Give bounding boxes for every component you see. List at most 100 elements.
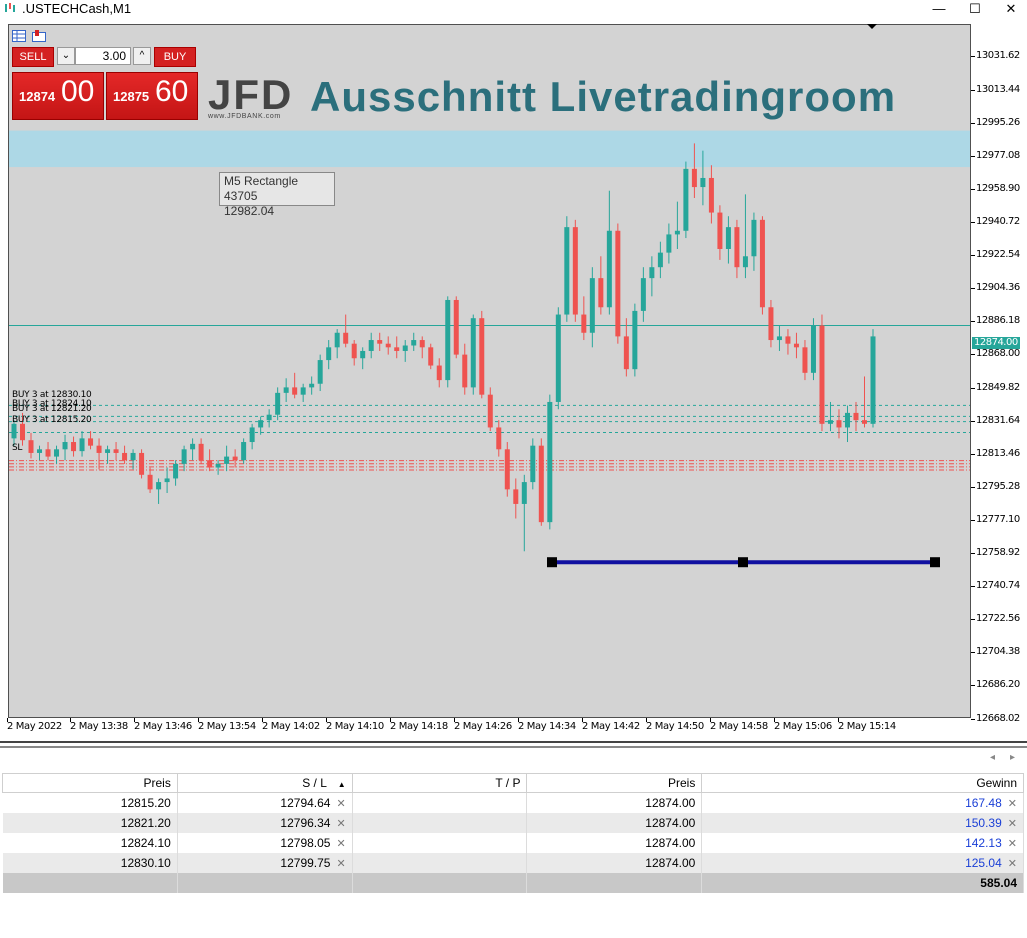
scroll-left-icon[interactable]: ◂: [990, 752, 996, 763]
line-anchor-handle[interactable]: [547, 557, 557, 568]
scroll-right-icon[interactable]: ▸: [1010, 752, 1016, 763]
y-axis-tick: [971, 122, 975, 124]
y-axis-tick: [971, 321, 975, 323]
take-profit-cell[interactable]: [352, 792, 528, 813]
table-row[interactable]: 12815.20 12794.64 ✕ 12874.00 167.48 ✕: [2, 792, 1024, 813]
stop-loss-cell[interactable]: 12794.64 ✕: [177, 792, 353, 813]
maximize-button[interactable]: ☐: [969, 1, 981, 16]
candle-body: [309, 383, 315, 388]
resistance-zone-rectangle[interactable]: [9, 130, 970, 168]
sell-price-minor: 00: [61, 75, 95, 108]
remove-sl-icon[interactable]: ✕: [336, 857, 346, 870]
candlestick-chart[interactable]: [0, 18, 1027, 740]
stop-loss-label[interactable]: SL: [12, 443, 23, 453]
remove-sl-icon[interactable]: ✕: [336, 817, 346, 830]
candle-body: [326, 347, 332, 361]
candle-body: [793, 343, 799, 348]
buy-button[interactable]: BUY: [154, 47, 196, 67]
x-axis-tick: [262, 718, 263, 722]
candle-body: [96, 445, 102, 453]
candle-body: [700, 177, 706, 188]
buy-price-minor: 60: [155, 75, 189, 108]
lot-size-input[interactable]: 3.00: [75, 47, 131, 65]
order-label[interactable]: BUY 3 at 12815.20: [12, 415, 92, 425]
col-open-price[interactable]: Preis: [2, 773, 178, 793]
table-row[interactable]: 12830.10 12799.75 ✕ 12874.00 125.04 ✕: [2, 852, 1024, 873]
close-position-icon[interactable]: ✕: [1007, 837, 1017, 850]
remove-sl-icon[interactable]: ✕: [336, 837, 346, 850]
horizontal-scrollbar[interactable]: ◂ ▸: [0, 750, 1027, 768]
order-label[interactable]: BUY 3 at 12830.10: [12, 390, 92, 400]
profit-cell: 142.13 ✕: [701, 832, 1024, 853]
y-axis-label: 12758.92: [976, 547, 1020, 559]
y-axis-tick: [971, 288, 975, 290]
candle-body: [640, 278, 646, 311]
panel-divider-line: [0, 746, 1027, 748]
y-axis-label: 13031.62: [976, 50, 1020, 62]
order-label[interactable]: BUY 3 at 12824.10: [12, 399, 92, 409]
panel-divider[interactable]: [0, 741, 1027, 744]
lot-decrease-button[interactable]: ⌄: [57, 47, 75, 65]
close-position-icon[interactable]: ✕: [1007, 817, 1017, 830]
open-price-cell: 12824.10: [2, 832, 178, 853]
table-icon[interactable]: [12, 30, 26, 42]
candle-body: [487, 394, 493, 428]
table-row[interactable]: 12821.20 12796.34 ✕ 12874.00 150.39 ✕: [2, 812, 1024, 833]
close-position-icon[interactable]: ✕: [1007, 797, 1017, 810]
y-axis-tick: [971, 89, 975, 91]
take-profit-cell[interactable]: [352, 852, 528, 873]
take-profit-cell[interactable]: [352, 832, 528, 853]
chart-settings-icon[interactable]: [32, 30, 46, 42]
close-button[interactable]: ✕: [1005, 1, 1017, 16]
y-axis-tick: [971, 453, 975, 455]
x-axis-tick: [710, 718, 711, 722]
stop-loss-cell[interactable]: 12799.75 ✕: [177, 852, 353, 873]
minimize-button[interactable]: —: [932, 1, 946, 16]
take-profit-cell[interactable]: [352, 812, 528, 833]
y-axis-label: 12777.10: [976, 513, 1020, 525]
window-title: .USTECHCash,M1: [22, 1, 132, 16]
candle-body: [419, 340, 425, 348]
sell-button[interactable]: SELL: [12, 47, 54, 67]
sell-price-button[interactable]: 12874 00: [12, 72, 104, 120]
buy-price-button[interactable]: 12875 60: [106, 72, 198, 120]
headline-text: Ausschnitt Livetradingroom: [310, 73, 897, 120]
candle-body: [62, 442, 68, 450]
col-current-price[interactable]: Preis: [526, 773, 703, 793]
current-price-cell: 12874.00: [526, 792, 703, 813]
candle-body: [139, 452, 145, 475]
order-label[interactable]: BUY 3 at 12821.20: [12, 404, 92, 414]
lot-increase-button[interactable]: ^: [133, 47, 151, 65]
col-take-profit[interactable]: T / P: [351, 773, 528, 793]
col-stop-loss[interactable]: S / L ▲: [176, 773, 353, 793]
open-price-cell: 12815.20: [2, 792, 178, 813]
y-axis-tick: [971, 188, 975, 190]
close-position-icon[interactable]: ✕: [1007, 857, 1017, 870]
profit-value: 125.04: [965, 855, 1002, 870]
table-row[interactable]: 12824.10 12798.05 ✕ 12874.00 142.13 ✕: [2, 832, 1024, 853]
candle-body: [334, 332, 340, 348]
candle-body: [436, 365, 442, 381]
y-axis-label: 12795.28: [976, 480, 1020, 492]
col-profit[interactable]: Gewinn: [701, 773, 1024, 793]
candle-body: [742, 256, 748, 268]
candle-body: [470, 318, 476, 388]
chart-window[interactable]: 13031.62 13013.44 12995.26 12977.08 12958.90…: [0, 18, 1027, 740]
y-axis-tick: [971, 387, 975, 389]
profit-value: 167.48: [965, 795, 1002, 810]
y-axis-tick: [971, 221, 975, 223]
stop-loss-cell[interactable]: 12798.05 ✕: [177, 832, 353, 853]
y-axis-label: 12668.02: [976, 712, 1020, 724]
candle-body: [156, 482, 162, 490]
profit-cell: 150.39 ✕: [701, 812, 1024, 833]
remove-sl-icon[interactable]: ✕: [336, 797, 346, 810]
candle-body: [581, 314, 587, 333]
line-anchor-handle[interactable]: [930, 557, 940, 568]
total-profit: 585.04: [701, 872, 1024, 893]
candle-body: [802, 347, 808, 373]
stop-loss-cell[interactable]: 12796.34 ✕: [177, 812, 353, 833]
candle-body: [623, 336, 629, 370]
x-axis-label: 2 May 14:26: [454, 721, 512, 732]
line-anchor-handle[interactable]: [738, 557, 748, 568]
candle-body: [666, 234, 672, 253]
